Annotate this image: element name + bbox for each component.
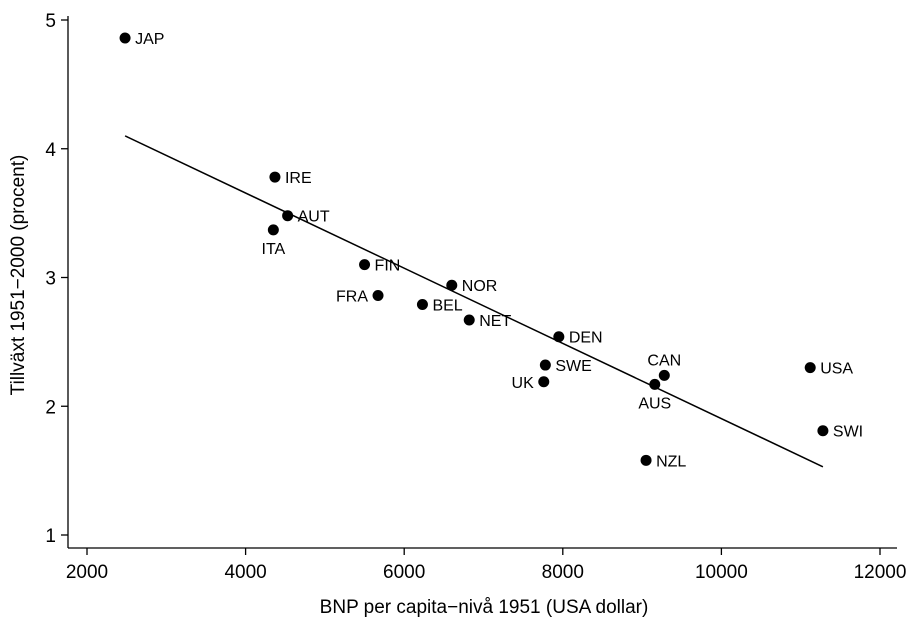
y-tick-label: 3	[45, 269, 56, 290]
data-point	[372, 290, 384, 302]
y-axis-title: Tillväxt 1951−2000 (procent)	[8, 155, 29, 396]
point-label: JAP	[135, 31, 164, 48]
x-tick-label: 8000	[542, 562, 584, 583]
point-label: NOR	[462, 278, 498, 295]
data-point	[539, 359, 551, 371]
x-tick-label: 4000	[224, 562, 266, 583]
point-label: NET	[479, 313, 511, 330]
y-tick-label: 1	[45, 526, 56, 547]
data-point	[640, 454, 652, 466]
y-tick-label: 2	[45, 397, 56, 418]
data-point	[463, 314, 475, 326]
point-label: NZL	[656, 453, 686, 470]
data-point	[282, 210, 294, 222]
x-tick-label: 10000	[695, 562, 748, 583]
point-label: ITA	[262, 241, 286, 258]
y-tick-label: 5	[45, 11, 56, 32]
data-point	[538, 376, 550, 388]
data-point	[416, 299, 428, 311]
point-label: FIN	[375, 258, 401, 275]
plot-area: 2000 4000 6000 8000 10000 12000 1 2 3 4 5 JAP IRE AUT…	[45, 11, 906, 583]
point-label: BEL	[432, 298, 462, 315]
data-point	[267, 224, 279, 236]
data-point	[119, 32, 131, 44]
point-label: CAN	[647, 352, 681, 369]
x-tick-label: 2000	[66, 562, 108, 583]
point-label: FRA	[336, 289, 368, 306]
point-label: DEN	[569, 330, 603, 347]
data-point	[553, 331, 565, 343]
point-label: SWI	[833, 424, 863, 441]
x-tick-label: 6000	[383, 562, 425, 583]
x-tick-label: 12000	[854, 562, 907, 583]
data-point	[269, 171, 281, 183]
data-point	[804, 362, 816, 374]
y-tick-label: 4	[45, 140, 56, 161]
point-label: UK	[512, 375, 535, 392]
fit-line	[124, 135, 824, 468]
x-axis-title: BNP per capita−nivå 1951 (USA dollar)	[320, 597, 649, 618]
point-label: AUS	[638, 395, 671, 412]
data-point	[817, 425, 829, 437]
point-label: IRE	[285, 170, 312, 187]
point-label: AUT	[298, 209, 330, 226]
data-point	[658, 369, 670, 381]
data-point	[649, 378, 661, 390]
data-point	[359, 259, 371, 271]
point-label: USA	[820, 361, 853, 378]
point-label: SWE	[555, 358, 591, 375]
data-point	[446, 279, 458, 291]
